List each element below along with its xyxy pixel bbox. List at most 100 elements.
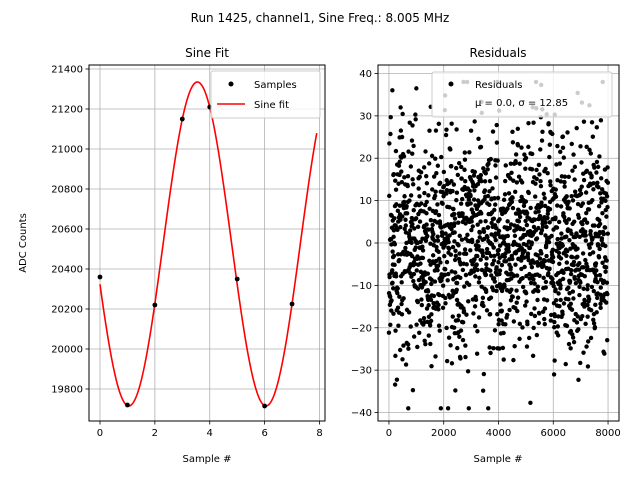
- residual-point: [563, 361, 568, 367]
- residual-point: [390, 88, 395, 93]
- residual-point: [456, 313, 461, 318]
- residual-point: [583, 257, 588, 263]
- residual-point: [588, 335, 594, 341]
- residual-point: [558, 256, 564, 261]
- residual-point: [489, 273, 494, 278]
- residual-point: [576, 377, 581, 383]
- residual-point: [553, 287, 558, 292]
- residual-point: [410, 177, 415, 182]
- residual-point: [483, 171, 488, 176]
- residual-point: [523, 155, 529, 161]
- residual-point: [602, 351, 607, 356]
- residual-point: [452, 211, 457, 217]
- residual-point: [597, 272, 603, 278]
- residual-point: [391, 234, 396, 240]
- residual-point: [544, 298, 550, 303]
- residual-point: [444, 325, 449, 331]
- residual-point: [434, 244, 439, 250]
- residual-point: [541, 191, 547, 197]
- residual-point: [436, 212, 442, 218]
- residual-point: [421, 315, 427, 321]
- residual-point: [437, 328, 442, 333]
- residual-point: [578, 280, 583, 285]
- residual-point: [426, 303, 431, 308]
- residual-point: [506, 191, 512, 196]
- residual-point: [393, 328, 398, 333]
- residual-point: [583, 238, 589, 243]
- residual-point: [497, 217, 502, 222]
- residual-point: [395, 290, 400, 296]
- residual-point: [460, 267, 466, 273]
- residual-point: [450, 314, 455, 319]
- residual-point: [461, 308, 467, 314]
- residual-point: [441, 193, 446, 199]
- residual-point: [412, 261, 418, 267]
- sample-point: [289, 301, 295, 307]
- residual-point: [463, 272, 469, 278]
- residual-point: [469, 227, 474, 233]
- residual-point: [463, 343, 468, 348]
- residual-point: [558, 179, 563, 184]
- residual-point: [387, 141, 392, 146]
- residual-point: [566, 174, 571, 180]
- residual-point: [594, 268, 599, 273]
- residual-point: [566, 297, 571, 302]
- residual-point: [572, 177, 577, 182]
- residual-point: [414, 86, 419, 91]
- sine-fit-ytick-label: 20800: [51, 185, 83, 196]
- residual-point: [396, 181, 401, 186]
- residual-point: [566, 285, 571, 290]
- residual-point: [412, 226, 417, 231]
- residual-point: [564, 234, 569, 239]
- residual-point: [500, 345, 506, 351]
- residual-point: [534, 332, 540, 338]
- residual-point: [396, 163, 402, 168]
- residual-point: [492, 253, 497, 259]
- residual-point: [596, 184, 601, 190]
- residual-point: [473, 323, 478, 329]
- residual-point: [417, 194, 422, 199]
- residual-point: [581, 177, 587, 183]
- residual-point: [566, 199, 571, 205]
- residual-point: [438, 260, 443, 265]
- residual-point: [595, 279, 600, 285]
- residual-point: [571, 152, 576, 157]
- residual-point: [464, 312, 469, 317]
- residual-point: [512, 233, 518, 239]
- residual-point: [529, 151, 535, 157]
- residual-point: [498, 302, 503, 307]
- residual-point: [433, 189, 438, 194]
- residuals-ytick-label: 30: [359, 111, 372, 122]
- residual-point: [450, 188, 455, 194]
- residual-point: [507, 225, 512, 231]
- residual-point: [523, 232, 528, 238]
- sine-fit-legend: Samples Sine fit: [210, 70, 321, 119]
- residual-point: [584, 220, 590, 225]
- residual-point: [520, 276, 525, 281]
- residual-point: [580, 251, 586, 256]
- residual-point: [457, 233, 462, 239]
- residual-point: [549, 233, 554, 239]
- residual-point: [420, 248, 426, 253]
- residual-point: [448, 147, 453, 152]
- residual-point: [505, 206, 510, 211]
- residual-point: [415, 344, 420, 350]
- residual-point: [424, 181, 430, 186]
- residual-point: [584, 168, 590, 173]
- residual-point: [511, 178, 516, 183]
- residual-point: [442, 253, 447, 259]
- residual-point: [440, 283, 446, 288]
- residual-point: [526, 257, 531, 263]
- residual-point: [542, 316, 547, 322]
- residual-point: [483, 289, 489, 295]
- residual-point: [413, 117, 418, 122]
- residual-point: [539, 203, 544, 208]
- sine-fit-samples-group: [97, 104, 295, 409]
- residual-point: [460, 211, 465, 216]
- residual-point: [541, 263, 546, 268]
- residual-point: [493, 175, 499, 180]
- residual-point: [457, 251, 462, 256]
- sine-fit-ytick-label: 20000: [51, 345, 83, 356]
- residual-point: [605, 204, 610, 210]
